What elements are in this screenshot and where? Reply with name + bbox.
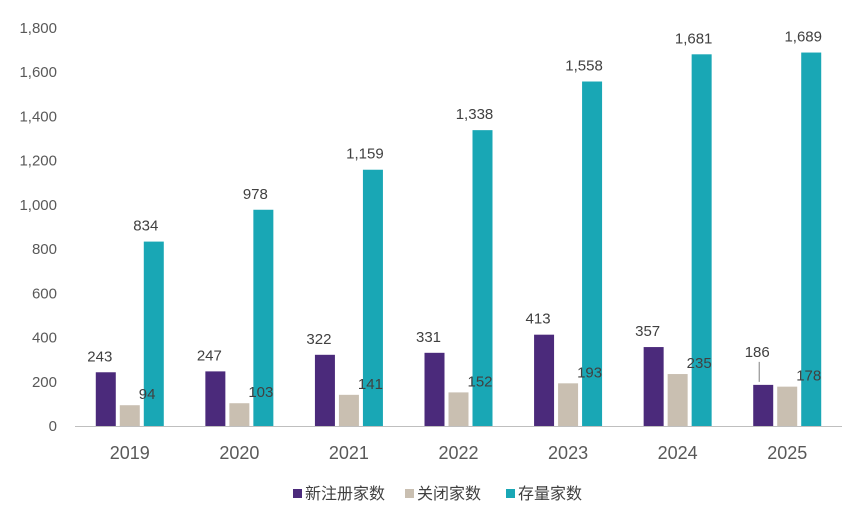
x-tick-label: 2021 (329, 443, 369, 463)
data-label-series-3-2019: 834 (133, 218, 158, 235)
bar-series-3-2024 (691, 54, 712, 426)
x-tick-label: 2022 (438, 443, 478, 463)
x-tick-label: 2023 (548, 443, 588, 463)
y-tick-label: 1,200 (19, 153, 57, 170)
bar-series-3-2023 (582, 81, 603, 427)
data-label-series-1-2019: 243 (87, 348, 112, 365)
bar-series-2-2023 (558, 383, 579, 426)
x-tick-label: 2019 (110, 443, 150, 463)
data-label-series-3-2025: 1,689 (784, 29, 822, 46)
data-label-series-3-2023: 1,558 (565, 58, 603, 75)
data-label-series-3-2021: 1,159 (346, 146, 384, 163)
data-label-series-2-2022: 152 (468, 373, 493, 390)
y-axis-labels: 0 200 400 600 800 1,000 1,200 1,400 1,600 1,800 (19, 20, 57, 435)
bar-series-2-2024 (667, 374, 688, 426)
data-label-series-1-2025: 186 (745, 344, 770, 361)
data-label-series-2-2023: 193 (577, 364, 602, 381)
y-tick-label: 400 (32, 330, 57, 347)
data-label-series-3-2022: 1,338 (456, 106, 494, 123)
data-labels-layer: 243 94 834 247 103 978 322 141 1,159 331 152 1,338 4… (87, 29, 822, 404)
bar-series-1-2020 (205, 371, 226, 426)
legend-swatch-series-2 (405, 489, 414, 498)
bar-series-1-2022 (424, 352, 445, 426)
data-label-series-1-2021: 322 (306, 331, 331, 348)
data-label-series-1-2024: 357 (635, 323, 660, 340)
legend-label-series-3: 存量家数 (518, 485, 582, 503)
bar-series-3-2019 (143, 241, 164, 426)
legend: 新注册家数 关闭家数 存量家数 (293, 485, 582, 503)
bar-series-3-2021 (362, 169, 383, 426)
bar-series-3-2020 (253, 209, 274, 426)
bar-series-3-2025 (801, 52, 822, 426)
y-tick-label: 800 (32, 241, 57, 258)
bar-series-2-2021 (338, 394, 359, 426)
y-tick-label: 0 (49, 418, 57, 435)
y-tick-label: 1,400 (19, 108, 57, 125)
data-label-series-1-2020: 247 (197, 347, 222, 364)
data-label-series-2-2020: 103 (248, 384, 273, 401)
bar-series-2-2022 (448, 392, 469, 426)
bar-series-1-2023 (534, 334, 555, 426)
legend-swatch-series-1 (293, 489, 302, 498)
y-tick-label: 1,000 (19, 197, 57, 214)
bar-series-1-2024 (643, 347, 664, 426)
data-label-series-1-2023: 413 (526, 311, 551, 328)
legend-swatch-series-3 (506, 489, 515, 498)
data-label-series-1-2022: 331 (416, 329, 441, 346)
y-tick-label: 1,800 (19, 20, 57, 37)
data-label-series-2-2019: 94 (139, 386, 156, 403)
bars-layer (95, 52, 822, 427)
x-tick-label: 2020 (219, 443, 259, 463)
data-label-series-2-2021: 141 (358, 376, 383, 393)
data-label-series-2-2025: 178 (796, 368, 821, 385)
legend-label-series-1: 新注册家数 (305, 485, 385, 503)
y-tick-label: 1,600 (19, 64, 57, 81)
bar-series-2-2019 (119, 405, 140, 426)
data-label-series-3-2020: 978 (243, 186, 268, 203)
bar-series-1-2025 (753, 384, 774, 426)
data-label-series-2-2024: 235 (687, 355, 712, 372)
y-tick-label: 200 (32, 374, 57, 391)
x-axis-labels: 2019 2020 2021 2022 2023 2024 2025 (110, 443, 807, 463)
legend-label-series-2: 关闭家数 (417, 485, 481, 503)
y-tick-label: 600 (32, 285, 57, 302)
bar-series-2-2025 (777, 386, 798, 426)
x-tick-label: 2025 (767, 443, 807, 463)
bar-series-3-2022 (472, 130, 493, 427)
x-tick-label: 2024 (658, 443, 698, 463)
bar-series-2-2020 (229, 403, 250, 426)
bar-series-1-2021 (314, 354, 335, 426)
bar-series-1-2019 (95, 372, 116, 426)
data-label-series-3-2024: 1,681 (675, 30, 713, 47)
